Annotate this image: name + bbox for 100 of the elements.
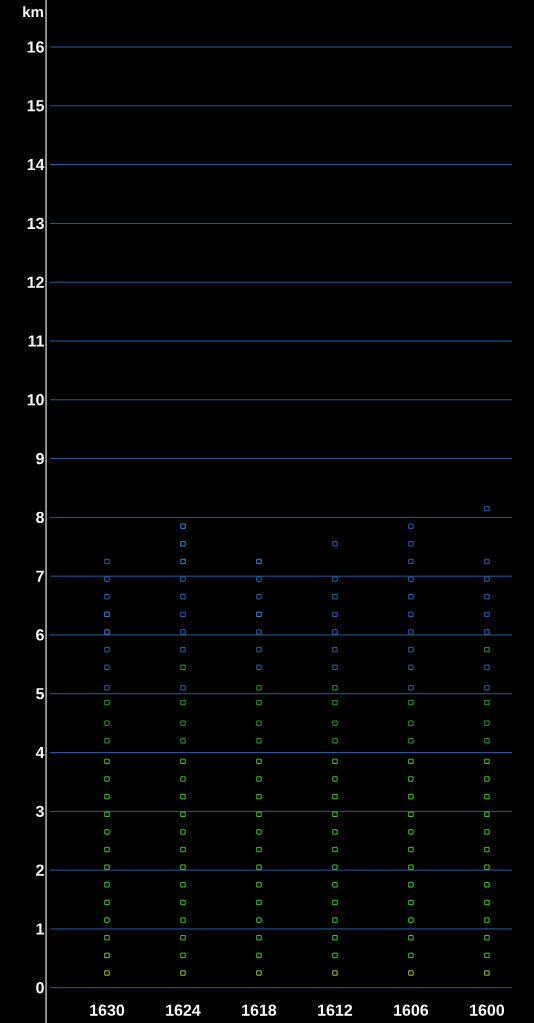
- point: [332, 594, 338, 600]
- point: [408, 647, 414, 653]
- point: [104, 576, 110, 582]
- y-tick-label: 14: [27, 159, 45, 171]
- point: [408, 541, 414, 547]
- point: [332, 846, 338, 853]
- point: [180, 647, 186, 653]
- point: [408, 699, 414, 706]
- point: [104, 647, 110, 653]
- point: [180, 629, 186, 635]
- point: [180, 864, 186, 870]
- point: [408, 935, 414, 941]
- point: [408, 899, 414, 906]
- point: [256, 776, 262, 782]
- point: [256, 952, 262, 959]
- point: [484, 882, 490, 888]
- y-tick-label: 7: [36, 570, 44, 582]
- point: [408, 776, 414, 782]
- point: [332, 611, 338, 618]
- point: [104, 917, 110, 923]
- point: [104, 811, 110, 817]
- point: [256, 846, 262, 853]
- point: [104, 685, 110, 691]
- y-tick-label: 6: [36, 629, 44, 641]
- point: [484, 793, 490, 800]
- point: [332, 935, 338, 941]
- point: [256, 811, 262, 817]
- point: [256, 882, 262, 888]
- point: [332, 829, 338, 835]
- point: [332, 758, 338, 765]
- point: [256, 758, 262, 765]
- point: [104, 738, 110, 744]
- y-tick-label: 3: [35, 805, 44, 817]
- point: [256, 935, 262, 941]
- x-tick-label: 1606: [394, 1004, 429, 1016]
- point: [104, 664, 110, 670]
- y-tick-label: 0: [36, 982, 44, 994]
- point: [180, 917, 186, 923]
- point: [256, 738, 262, 744]
- point: [408, 720, 414, 726]
- point: [408, 917, 414, 923]
- point: [332, 541, 338, 547]
- point: [180, 846, 186, 853]
- point: [484, 576, 490, 582]
- point: [484, 664, 490, 670]
- point: [408, 793, 414, 800]
- point: [332, 899, 338, 906]
- point: [104, 935, 110, 941]
- point: [104, 558, 110, 565]
- point: [256, 793, 262, 800]
- point: [408, 952, 414, 959]
- point: [484, 594, 490, 600]
- point: [104, 699, 110, 706]
- point: [180, 793, 186, 800]
- point: [180, 576, 186, 582]
- x-tick-label: 1618: [242, 1004, 277, 1016]
- point: [180, 685, 186, 691]
- point: [104, 758, 110, 765]
- point: [180, 738, 186, 744]
- point: [408, 758, 414, 765]
- y-tick-label: 10: [27, 394, 44, 406]
- point: [180, 611, 186, 618]
- point: [256, 720, 262, 726]
- point: [408, 558, 414, 565]
- point: [484, 864, 490, 870]
- point: [180, 829, 186, 835]
- y-tick-label: 13: [27, 217, 44, 230]
- point: [104, 970, 110, 976]
- point: [256, 829, 262, 835]
- point: [104, 594, 110, 600]
- point: [408, 864, 414, 870]
- point: [256, 899, 262, 906]
- y-tick-label: 8: [36, 511, 44, 524]
- x-tick-label: 1630: [90, 1004, 125, 1016]
- point: [408, 576, 414, 582]
- point: [408, 970, 414, 976]
- point: [180, 776, 186, 782]
- point: [484, 699, 490, 706]
- point: [484, 829, 490, 835]
- point: [408, 738, 414, 744]
- point: [484, 917, 490, 923]
- point: [484, 758, 490, 765]
- y-tick-label: 9: [36, 452, 44, 465]
- y-tick-label: 15: [27, 100, 45, 112]
- point: [484, 720, 490, 726]
- point: [408, 882, 414, 888]
- point: [484, 776, 490, 782]
- point: [332, 629, 338, 635]
- point: [256, 699, 262, 706]
- point: [180, 720, 186, 726]
- point: [180, 758, 186, 765]
- point: [104, 864, 110, 870]
- point: [180, 899, 186, 906]
- point: [104, 776, 110, 782]
- point: [484, 629, 490, 635]
- point: [332, 664, 338, 670]
- point: [484, 970, 490, 976]
- point: [104, 793, 110, 800]
- point: [332, 917, 338, 923]
- point: [180, 523, 186, 529]
